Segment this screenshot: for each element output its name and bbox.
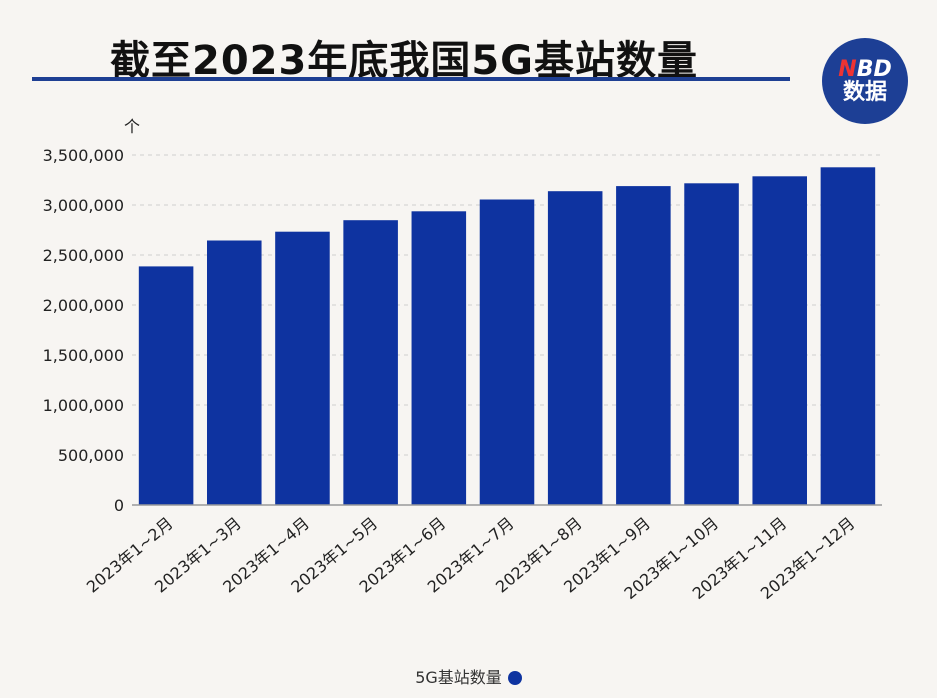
bars — [138, 167, 876, 506]
legend-label: 5G基站数量 — [415, 668, 502, 687]
title-underline — [32, 77, 790, 81]
bar — [547, 191, 603, 505]
chart-title: 截至2023年底我国5G基站数量 — [110, 38, 698, 84]
y-axis-ticks: 0 500,000 1,000,000 1,500,000 2,000,000 2,500… — [43, 146, 124, 515]
y-tick-label: 500,000 — [58, 446, 124, 465]
legend-marker — [507, 671, 522, 685]
bar — [207, 240, 262, 505]
y-tick-label: 0 — [114, 496, 124, 515]
y-tick-label: 3,000,000 — [43, 196, 124, 215]
bar — [343, 220, 398, 505]
logo-letters-bd: BD — [856, 56, 892, 82]
logo-letter-n: N — [838, 56, 857, 82]
y-axis-unit: 个 — [124, 117, 140, 136]
nbd-logo: NBD 数据 — [822, 38, 908, 124]
y-tick-label: 3,500,000 — [43, 146, 124, 165]
logo-text-data: 数据 — [842, 80, 887, 105]
y-tick-label: 2,500,000 — [43, 246, 124, 265]
y-tick-label: 2,000,000 — [43, 296, 124, 315]
x-axis-ticks: 2023年1~2月2023年1~3月2023年1~4月2023年1~5月2023… — [83, 514, 859, 604]
bar — [138, 266, 194, 505]
y-tick-label: 1,500,000 — [43, 346, 124, 365]
bar — [411, 211, 467, 506]
bar — [820, 167, 876, 506]
bar — [275, 231, 330, 505]
y-tick-label: 1,000,000 — [43, 396, 124, 415]
legend: 5G基站数量 — [0, 664, 937, 688]
bar — [616, 186, 671, 505]
bar — [684, 183, 739, 506]
bar — [479, 199, 535, 505]
bar — [752, 176, 807, 506]
